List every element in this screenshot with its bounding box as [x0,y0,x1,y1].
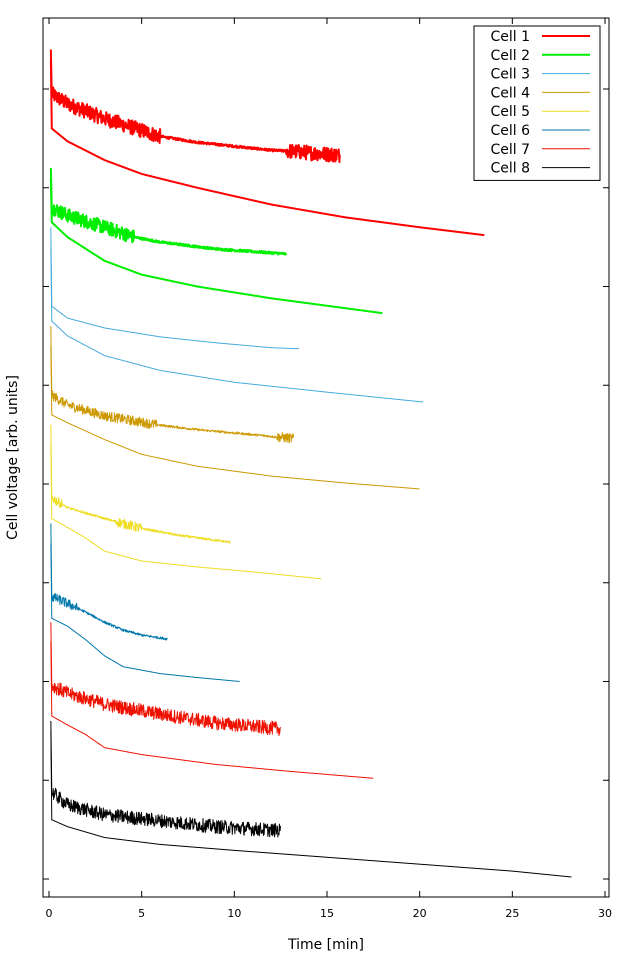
series-line [49,59,485,237]
series-line [50,543,240,682]
series-line [50,227,300,350]
legend-entry-label: Cell 3 [490,67,530,83]
legend: Cell 1 Cell 2 Cell 3 Cell 4 Cell 5 Cell 6 Cell… [473,25,601,181]
legend-box [473,25,601,181]
x-tick-label: 5 [138,907,145,920]
series-cell-4 [50,325,420,490]
legend-entry-label: Cell 1 [490,29,530,45]
series-line [50,641,374,779]
series-line [49,49,341,164]
series-cell-5 [50,424,322,580]
legend-entry-label: Cell 5 [490,104,530,120]
series-cell-2 [49,167,384,315]
series-line [50,720,281,838]
series-line [50,345,420,490]
series-line [50,622,281,737]
series-cell-1 [49,49,485,237]
series-cell-3 [50,227,424,403]
legend-entry-label: Cell 2 [490,48,530,64]
series-line [49,177,384,315]
ticks-layer: 0 5 10 15 20 25 30 [43,18,612,920]
x-tick-label: 10 [227,907,241,920]
x-axis-label: Time [min] [287,937,364,953]
series-line [50,325,294,444]
series-layer [49,49,572,878]
series-line [50,424,231,544]
plot-area [49,49,572,878]
plot-frame [42,17,610,898]
series-line [50,246,424,403]
series-line [50,730,572,878]
legend-entry-label: Cell 6 [490,123,530,139]
series-cell-8 [50,720,572,878]
x-tick-label: 25 [505,907,519,920]
series-line [49,167,288,256]
legend-entry-label: Cell 4 [490,85,530,101]
legend-entry-label: Cell 7 [490,142,530,158]
series-cell-6 [50,523,240,682]
x-tick-label: 20 [413,907,427,920]
series-line [50,444,322,580]
x-tick-label: 30 [598,907,612,920]
series-cell-7 [50,622,374,779]
series-line [50,523,168,641]
y-axis-label: Cell voltage [arb. units] [5,375,21,540]
x-tick-label: 15 [320,907,334,920]
x-tick-label: 0 [46,907,53,920]
legend-entry-label: Cell 8 [490,161,530,177]
